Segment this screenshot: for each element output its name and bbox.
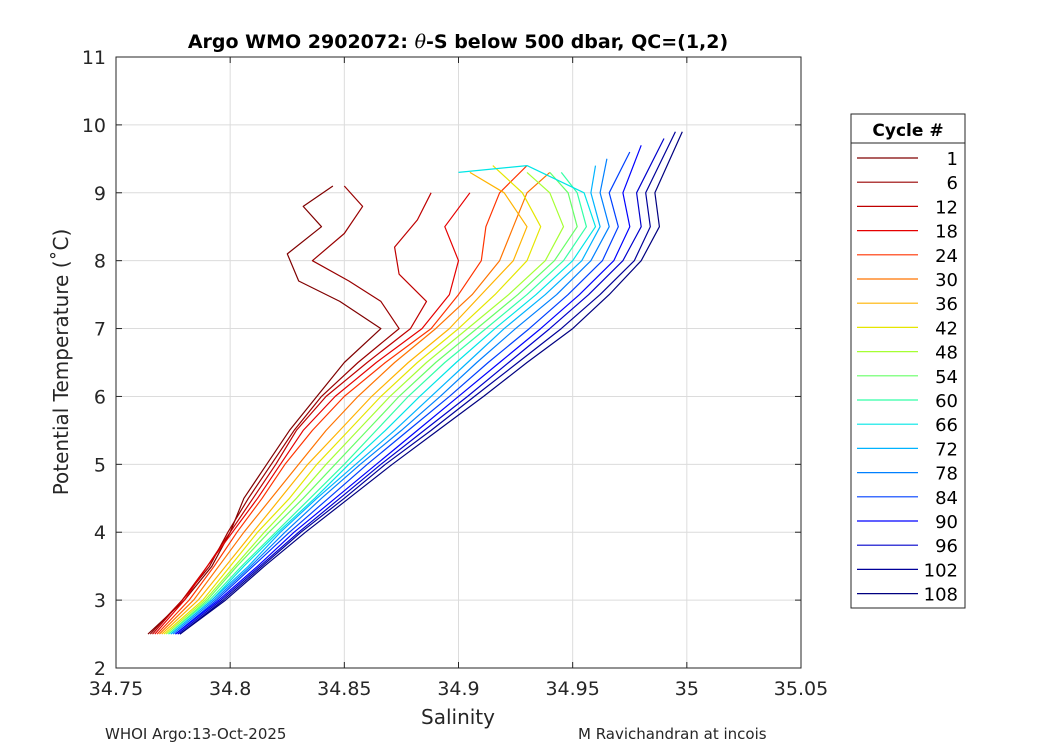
legend-label: 108 <box>924 585 958 606</box>
series-line-cycle-54 <box>168 171 578 635</box>
series-line-cycle-102 <box>179 131 676 635</box>
x-tick-label: 34.85 <box>317 678 371 700</box>
chart-title-theta: θ <box>415 31 427 53</box>
series-line-cycle-108 <box>179 131 683 635</box>
legend-label: 30 <box>935 270 958 291</box>
y-tick-label: 8 <box>94 251 106 273</box>
legend-label: 18 <box>935 222 958 243</box>
legend-label: 6 <box>947 173 958 194</box>
series-line-cycle-30 <box>158 171 551 635</box>
y-tick-label: 9 <box>94 183 106 205</box>
series-line-cycle-96 <box>177 138 665 635</box>
y-tick-label: 10 <box>82 115 106 137</box>
legend-label: 72 <box>935 439 958 460</box>
y-axis-label: Potential Temperature (˚C) <box>49 229 73 496</box>
series-line-cycle-84 <box>175 151 631 635</box>
legend-label: 90 <box>935 512 958 533</box>
legend-label: 84 <box>935 488 958 509</box>
x-tick-label: 34.9 <box>437 678 479 700</box>
chart-title-suffix: -S below 500 dbar, QC=(1,2) <box>426 31 728 53</box>
legend-label: 12 <box>935 197 958 218</box>
series-line-cycle-60 <box>168 172 588 635</box>
series-line-cycle-90 <box>175 145 642 635</box>
legend-label: 42 <box>935 318 958 339</box>
series-line-cycle-24 <box>156 165 528 635</box>
legend-label: 1 <box>947 149 958 170</box>
x-tick-label: 35.05 <box>774 678 828 700</box>
legend-box <box>850 113 966 609</box>
legend-label: 60 <box>935 391 958 412</box>
y-axis-ticks: 2 3 4 5 6 7 8 9 10 11 <box>82 47 801 680</box>
legend-label: 48 <box>935 343 958 364</box>
chart-title-prefix: Argo WMO 2902072: <box>188 31 415 53</box>
legend-title: Cycle # <box>872 121 943 141</box>
x-axis-label: Salinity <box>421 705 495 729</box>
y-tick-label: 4 <box>94 522 106 544</box>
legend: Cycle # 1 6 12 18 24 30 36 42 48 54 60 66 72 78 84 90 96… <box>850 113 966 609</box>
series-line-cycle-42 <box>163 165 542 635</box>
footer-source: WHOI Argo:13-Oct-2025 <box>105 725 287 743</box>
legend-label: 78 <box>935 464 958 485</box>
y-tick-label: 5 <box>94 454 106 476</box>
series-line-cycle-12 <box>152 192 432 635</box>
series-line-cycle-78 <box>172 158 610 635</box>
series-group <box>147 131 683 635</box>
series-line-cycle-1 <box>147 185 382 635</box>
series-line-cycle-72 <box>170 165 601 635</box>
y-tick-label: 6 <box>94 386 106 408</box>
x-tick-label: 35 <box>675 678 699 700</box>
y-tick-label: 7 <box>94 319 106 341</box>
legend-label: 66 <box>935 415 958 436</box>
x-tick-label: 34.75 <box>89 678 143 700</box>
x-tick-label: 34.8 <box>209 678 251 700</box>
series-line-cycle-48 <box>165 171 565 635</box>
y-tick-label: 3 <box>94 590 106 612</box>
chart-title: Argo WMO 2902072: θ-S below 500 dbar, QC… <box>188 31 728 53</box>
x-axis-ticks: 34.75 34.8 34.85 34.9 34.95 35 35.05 <box>89 57 828 700</box>
series-line-cycle-36 <box>161 171 528 635</box>
legend-label: 24 <box>935 246 958 267</box>
series-line-cycle-18 <box>154 192 471 635</box>
legend-entries: 1 6 12 18 24 30 36 42 48 54 60 66 72 78 84 90 96 102 108 <box>857 149 958 606</box>
legend-label: 102 <box>924 560 958 581</box>
footer-author: M Ravichandran at incois <box>578 725 767 743</box>
legend-label: 96 <box>935 536 958 557</box>
x-tick-label: 34.95 <box>545 678 599 700</box>
legend-label: 36 <box>935 294 958 315</box>
y-tick-label: 2 <box>94 658 106 680</box>
y-tick-label: 11 <box>82 47 106 69</box>
series-line-cycle-66 <box>170 165 597 635</box>
legend-label: 54 <box>935 367 958 388</box>
